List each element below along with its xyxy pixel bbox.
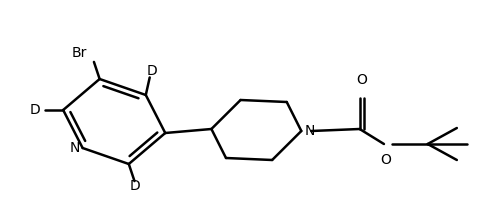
Text: D: D (146, 64, 157, 78)
Text: D: D (129, 179, 140, 193)
Text: N: N (69, 141, 80, 155)
Text: Br: Br (72, 46, 87, 60)
Text: O: O (381, 153, 391, 167)
Text: D: D (30, 103, 40, 117)
Text: N: N (304, 124, 314, 138)
Text: O: O (356, 73, 367, 87)
